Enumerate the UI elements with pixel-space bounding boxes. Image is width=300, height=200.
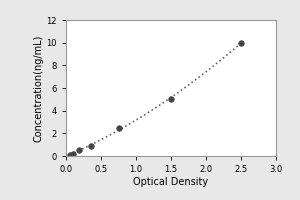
X-axis label: Optical Density: Optical Density [134, 177, 208, 187]
Y-axis label: Concentration(ng/mL): Concentration(ng/mL) [34, 34, 44, 142]
